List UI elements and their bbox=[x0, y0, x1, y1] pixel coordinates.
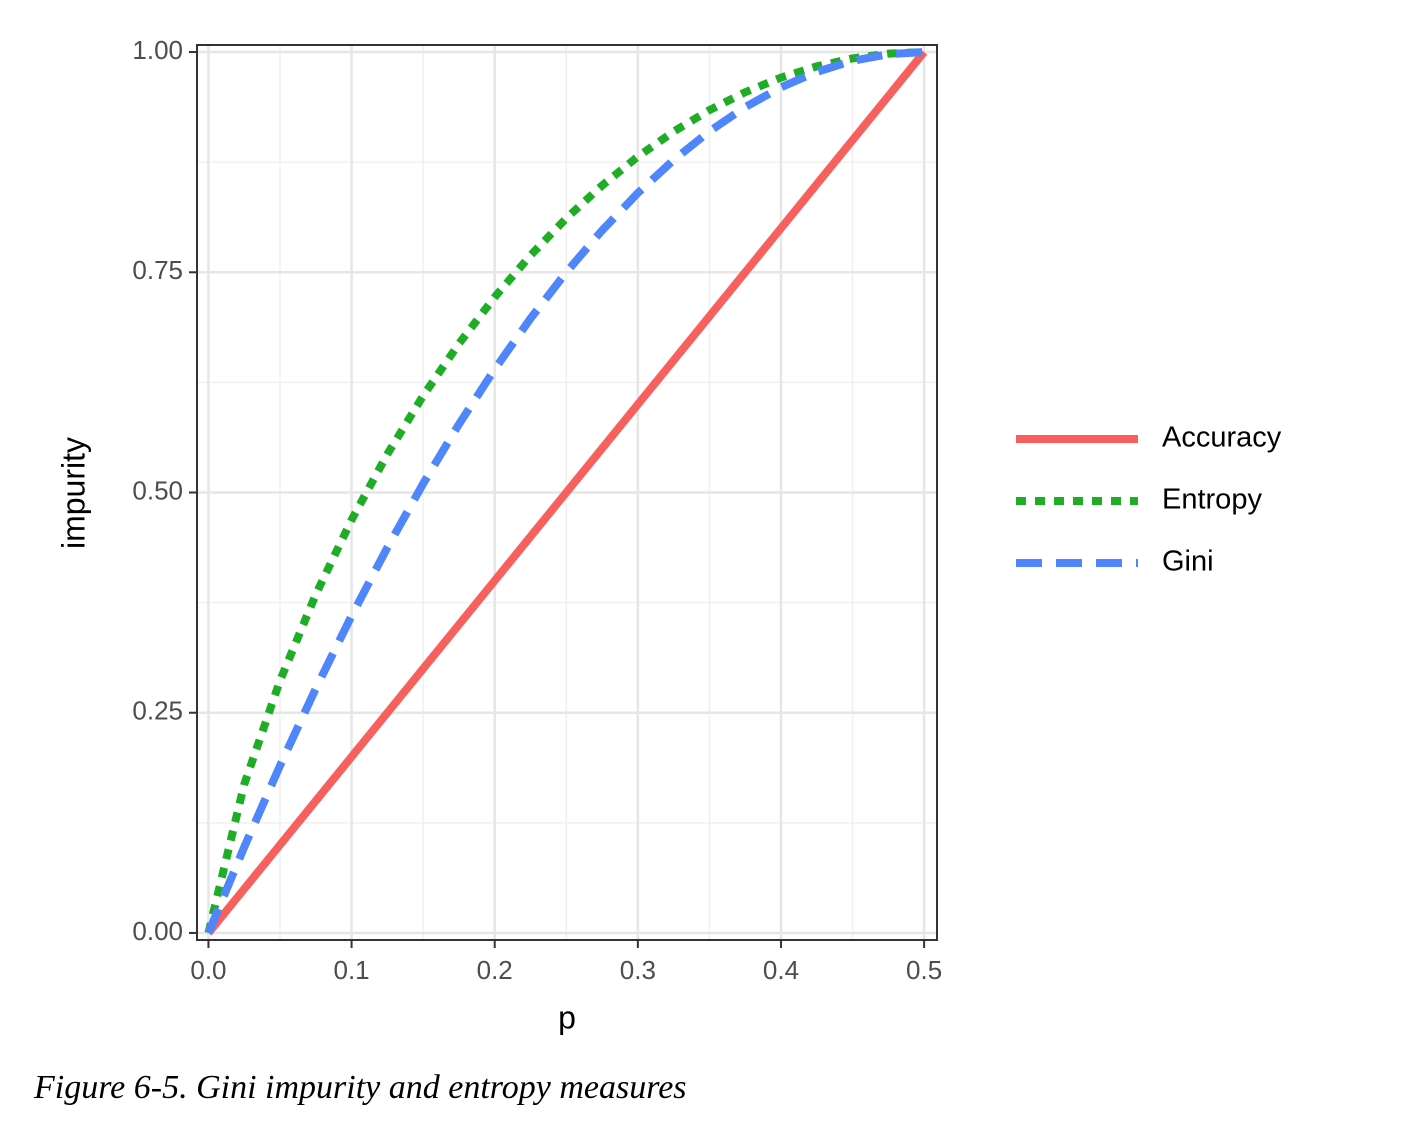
y-tick-label: 0.50 bbox=[132, 475, 183, 505]
legend-label: Gini bbox=[1162, 546, 1214, 578]
caption: Figure 6-5. Gini impurity and entropy me… bbox=[33, 1069, 687, 1106]
legend-label: Entropy bbox=[1162, 484, 1262, 516]
x-tick-label: 0.5 bbox=[906, 955, 942, 985]
y-tick-label: 1.00 bbox=[132, 35, 183, 65]
y-tick-label: 0.00 bbox=[132, 916, 183, 946]
x-tick-label: 0.1 bbox=[334, 955, 370, 985]
y-tick-label: 0.25 bbox=[132, 696, 183, 726]
series-line bbox=[204, 48, 925, 935]
x-tick-label: 0.0 bbox=[190, 955, 226, 985]
legend-label: Accuracy bbox=[1162, 422, 1282, 454]
x-axis-title: p bbox=[558, 999, 576, 1035]
y-axis-title: impurity bbox=[55, 437, 91, 549]
series-line bbox=[205, 49, 928, 936]
plot-border bbox=[196, 44, 938, 941]
x-tick-label: 0.2 bbox=[477, 955, 513, 985]
y-tick-label: 0.75 bbox=[132, 255, 183, 285]
x-tick-label: 0.4 bbox=[763, 955, 799, 985]
series-line bbox=[204, 48, 925, 934]
x-tick-label: 0.3 bbox=[620, 955, 656, 985]
